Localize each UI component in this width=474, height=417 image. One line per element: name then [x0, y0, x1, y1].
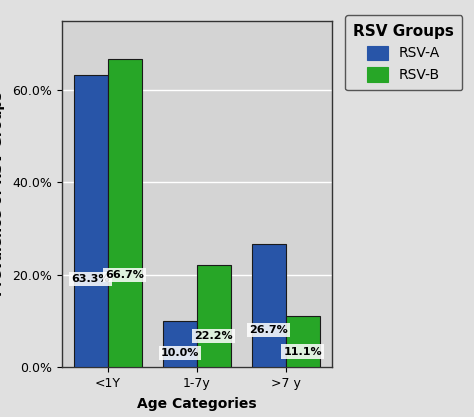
Text: 22.2%: 22.2%: [194, 331, 233, 341]
Bar: [197, 264, 230, 367]
Text: 11.1%: 11.1%: [283, 347, 322, 357]
Text: 10.0%: 10.0%: [161, 348, 199, 358]
Bar: [252, 244, 286, 367]
Text: 63.3%: 63.3%: [72, 274, 110, 284]
Text: 66.7%: 66.7%: [105, 270, 144, 280]
Bar: [74, 75, 108, 367]
Bar: [286, 316, 319, 367]
Y-axis label: Prevalence of RSV Groups: Prevalence of RSV Groups: [0, 92, 5, 296]
Bar: [108, 59, 142, 367]
Legend: RSV-A, RSV-B: RSV-A, RSV-B: [345, 15, 462, 90]
Bar: [163, 321, 197, 367]
X-axis label: Age Categories: Age Categories: [137, 397, 256, 411]
Text: 26.7%: 26.7%: [249, 325, 288, 335]
